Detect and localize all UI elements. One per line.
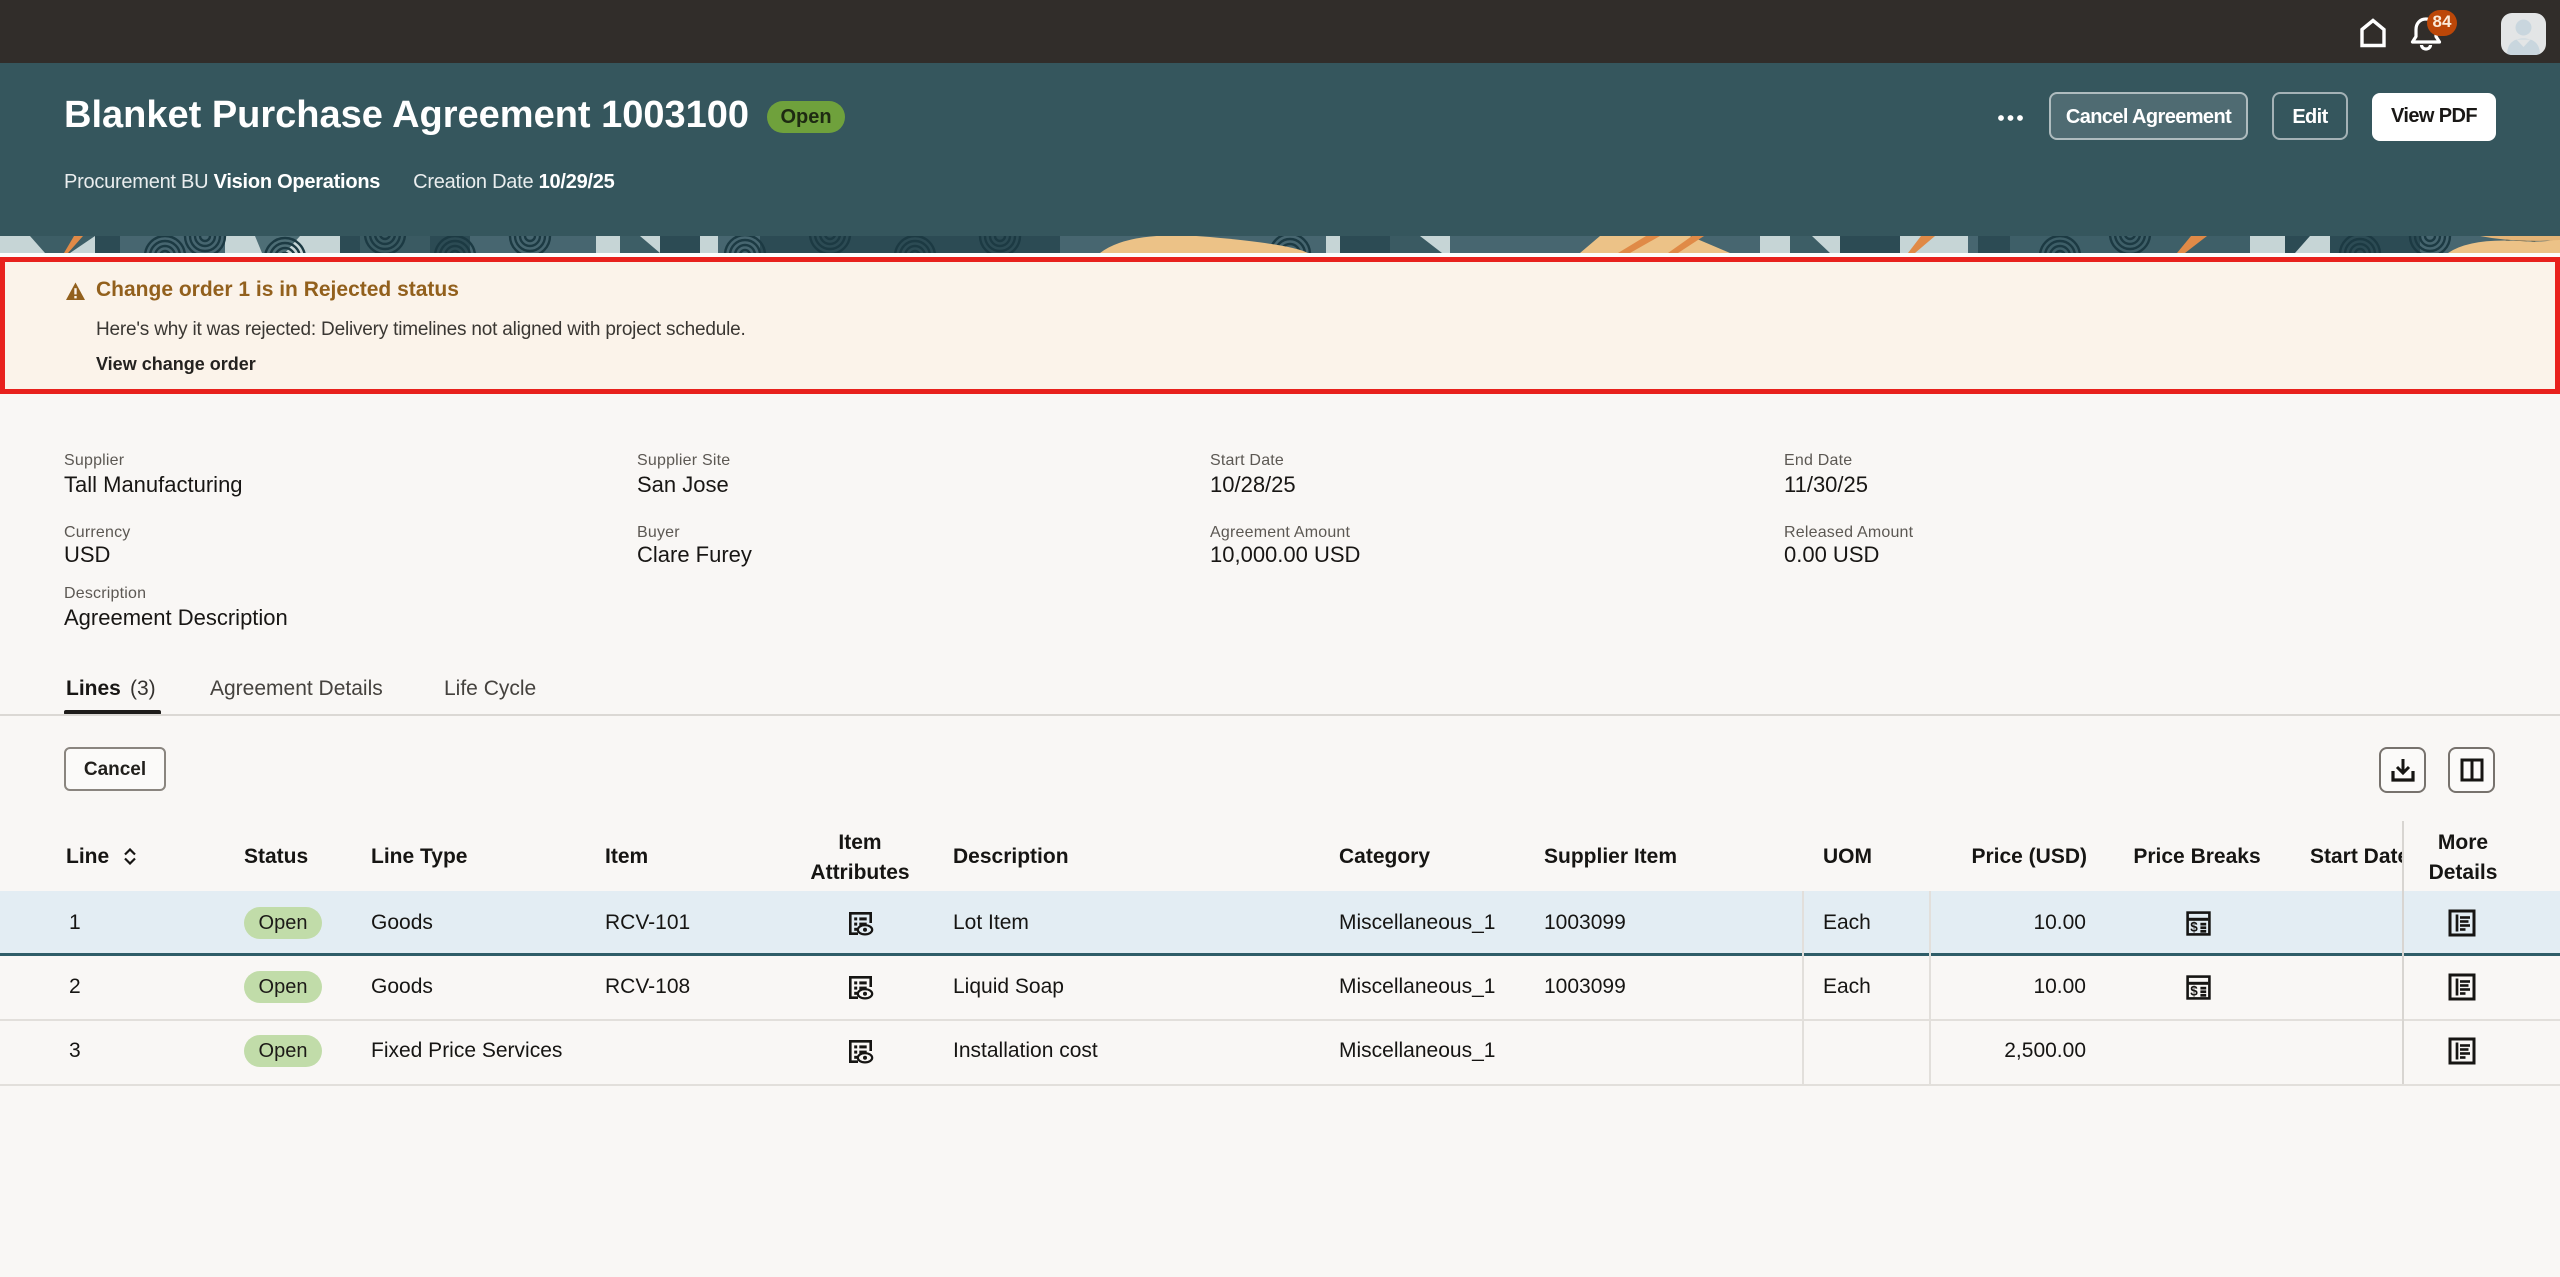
svg-text:$: $ bbox=[2190, 919, 2198, 934]
svg-text:$: $ bbox=[2190, 983, 2198, 998]
